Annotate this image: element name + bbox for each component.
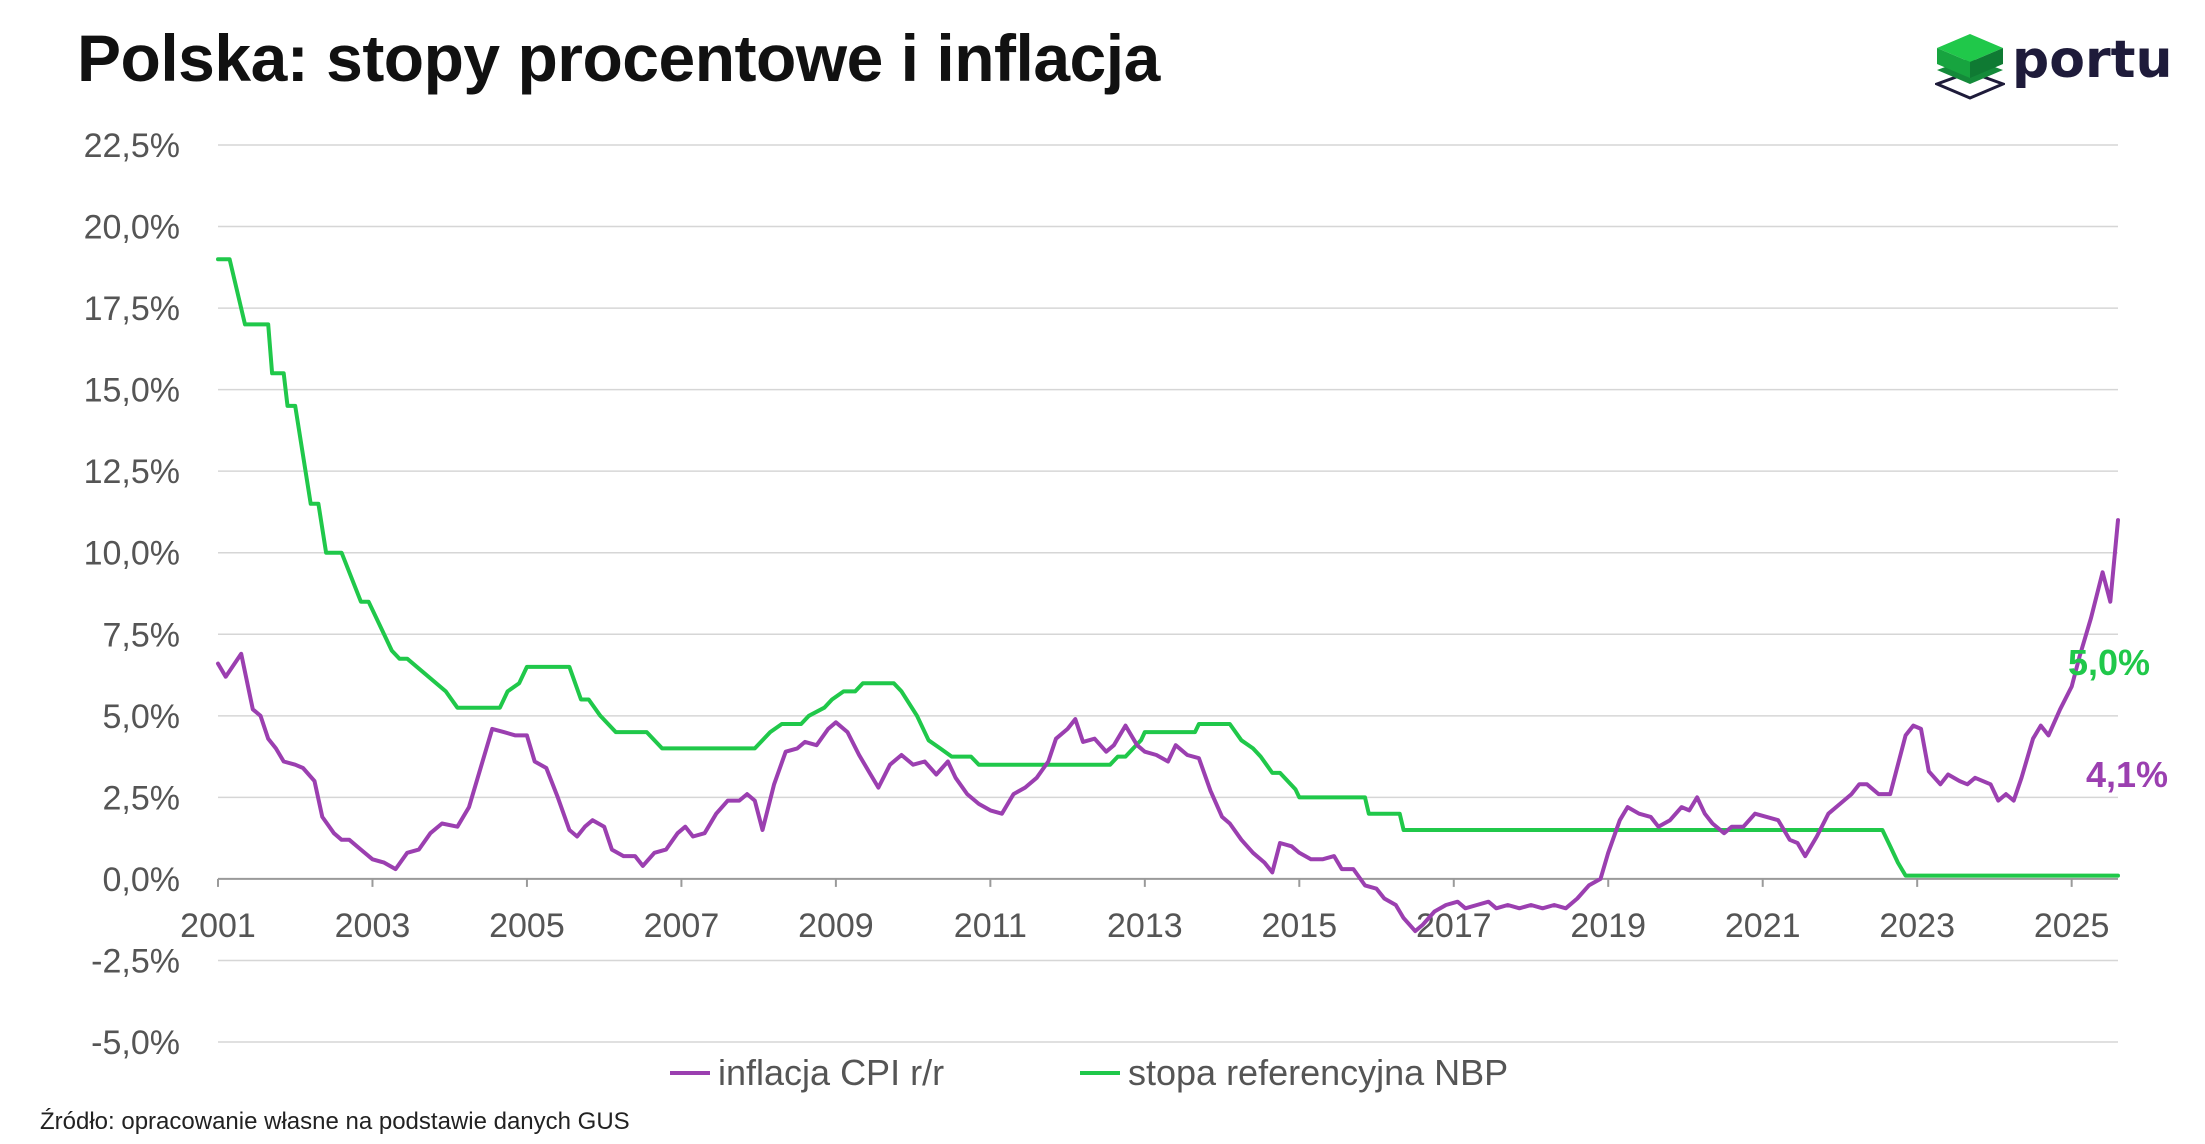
y-tick-label: 17,5% (84, 290, 180, 328)
y-tick-label: 5,0% (103, 698, 181, 736)
x-tick-label: 2009 (798, 907, 874, 945)
x-tick-label: 2011 (954, 907, 1027, 945)
x-tick-label: 2021 (1725, 907, 1801, 945)
y-tick-label: 12,5% (84, 453, 180, 491)
y-tick-label: -5,0% (91, 1024, 180, 1062)
page-title: Polska: stopy procentowe i inflacja (77, 21, 1160, 95)
legend-label-cpi: inflacja CPI r/r (718, 1052, 944, 1093)
y-tick-label: 20,0% (84, 209, 180, 247)
logo: portu (1932, 28, 2172, 102)
logo-text: portu (2012, 30, 2173, 90)
end-label-rate: 5,0% (2068, 642, 2150, 683)
series-line-rate (216, 257, 2120, 878)
end-label-cpi: 4,1% (2086, 754, 2168, 795)
y-tick-label: 22,5% (84, 127, 180, 165)
y-tick-label: 0,0% (103, 861, 181, 899)
y-tick-label: -2,5% (91, 942, 180, 980)
portu-layers-icon (1932, 34, 2008, 100)
source-note: Źródło: opracowanie własne na podstawie … (40, 1108, 630, 1135)
x-tick-label: 2013 (1107, 907, 1183, 945)
x-tick-label: 2015 (1261, 907, 1337, 945)
y-tick-label: 7,5% (103, 616, 181, 654)
series-line-cpi (216, 518, 2120, 934)
y-tick-label: 15,0% (84, 372, 180, 410)
legend-label-rate: stopa referencyjna NBP (1128, 1052, 1508, 1093)
x-tick-label: 2025 (2034, 907, 2110, 945)
x-tick-label: 2003 (335, 907, 411, 945)
y-tick-label: 2,5% (103, 779, 181, 817)
x-tick-label: 2005 (489, 907, 565, 945)
x-tick-label: 2023 (1879, 907, 1955, 945)
x-tick-label: 2019 (1570, 907, 1646, 945)
y-tick-label: 10,0% (84, 535, 180, 573)
x-tick-label: 2001 (180, 907, 256, 945)
x-tick-label: 2017 (1416, 907, 1492, 945)
x-tick-label: 2007 (644, 907, 720, 945)
